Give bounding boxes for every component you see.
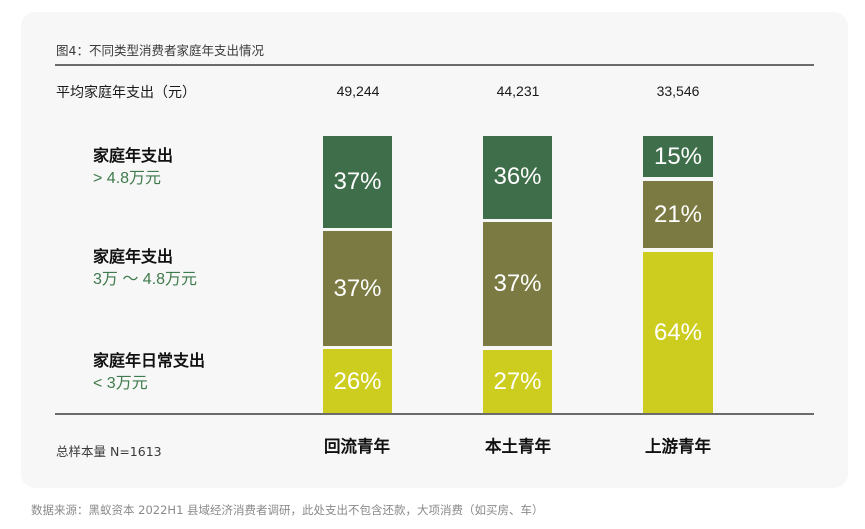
bar-label: 27% xyxy=(493,368,542,395)
legend-mid-spending: 家庭年支出 3万 ～ 4.8万元 xyxy=(93,246,197,292)
bar-shangyou-low: 64% xyxy=(643,252,713,414)
legend-high-range: > 4.8万元 xyxy=(93,170,162,187)
legend-low-range: < 3万元 xyxy=(93,375,148,392)
bar-huiliu-mid: 37% xyxy=(323,231,392,346)
bar-label: 15% xyxy=(653,142,703,170)
bar-shangyou-mid: 21% xyxy=(643,181,713,248)
baseline xyxy=(55,413,814,415)
legend-low-spending: 家庭年日常支出 < 3万元 xyxy=(93,350,205,396)
average-value-bentu: 44,231 xyxy=(496,83,540,99)
figure-title: 图4：不同类型消费者家庭年支出情况 xyxy=(56,43,264,58)
legend-mid-title: 家庭年支出 xyxy=(93,247,174,266)
category-shangyou: 上游青年 xyxy=(645,437,711,456)
bar-label: 21% xyxy=(653,200,703,228)
bar-shangyou-high: 15% xyxy=(643,136,713,177)
bar-label: 37% xyxy=(333,274,382,302)
bar-bentu-mid: 37% xyxy=(483,222,552,346)
legend-mid-range: 3万 ～ 4.8万元 xyxy=(93,271,198,288)
average-value-huiliu: 49,244 xyxy=(336,83,380,99)
legend-high-title: 家庭年支出 xyxy=(93,146,174,165)
bar-label: 36% xyxy=(493,162,542,190)
top-divider xyxy=(55,64,814,66)
bar-huiliu-high: 37% xyxy=(323,136,392,228)
average-value-shangyou: 33,546 xyxy=(656,83,700,99)
bar-label: 37% xyxy=(333,168,382,195)
legend-high-spending: 家庭年支出 > 4.8万元 xyxy=(93,145,173,191)
bar-bentu-high: 36% xyxy=(483,136,552,219)
data-source-note: 数据来源：黑蚁资本 2022H1 县域经济消费者调研，此处支出不包含还款，大项消… xyxy=(31,503,544,517)
bar-label: 37% xyxy=(493,270,542,297)
bar-huiliu-low: 26% xyxy=(323,349,392,414)
bar-label: 26% xyxy=(333,367,382,395)
bar-label: 64% xyxy=(653,319,703,346)
legend-low-title: 家庭年日常支出 xyxy=(93,351,206,370)
category-huiliu: 回流青年 xyxy=(324,437,390,456)
sample-size-note: 总样本量 N=1613 xyxy=(56,444,162,459)
bar-bentu-low: 27% xyxy=(483,350,552,414)
category-bentu: 本土青年 xyxy=(485,437,551,456)
average-spending-label: 平均家庭年支出（元） xyxy=(56,85,196,101)
